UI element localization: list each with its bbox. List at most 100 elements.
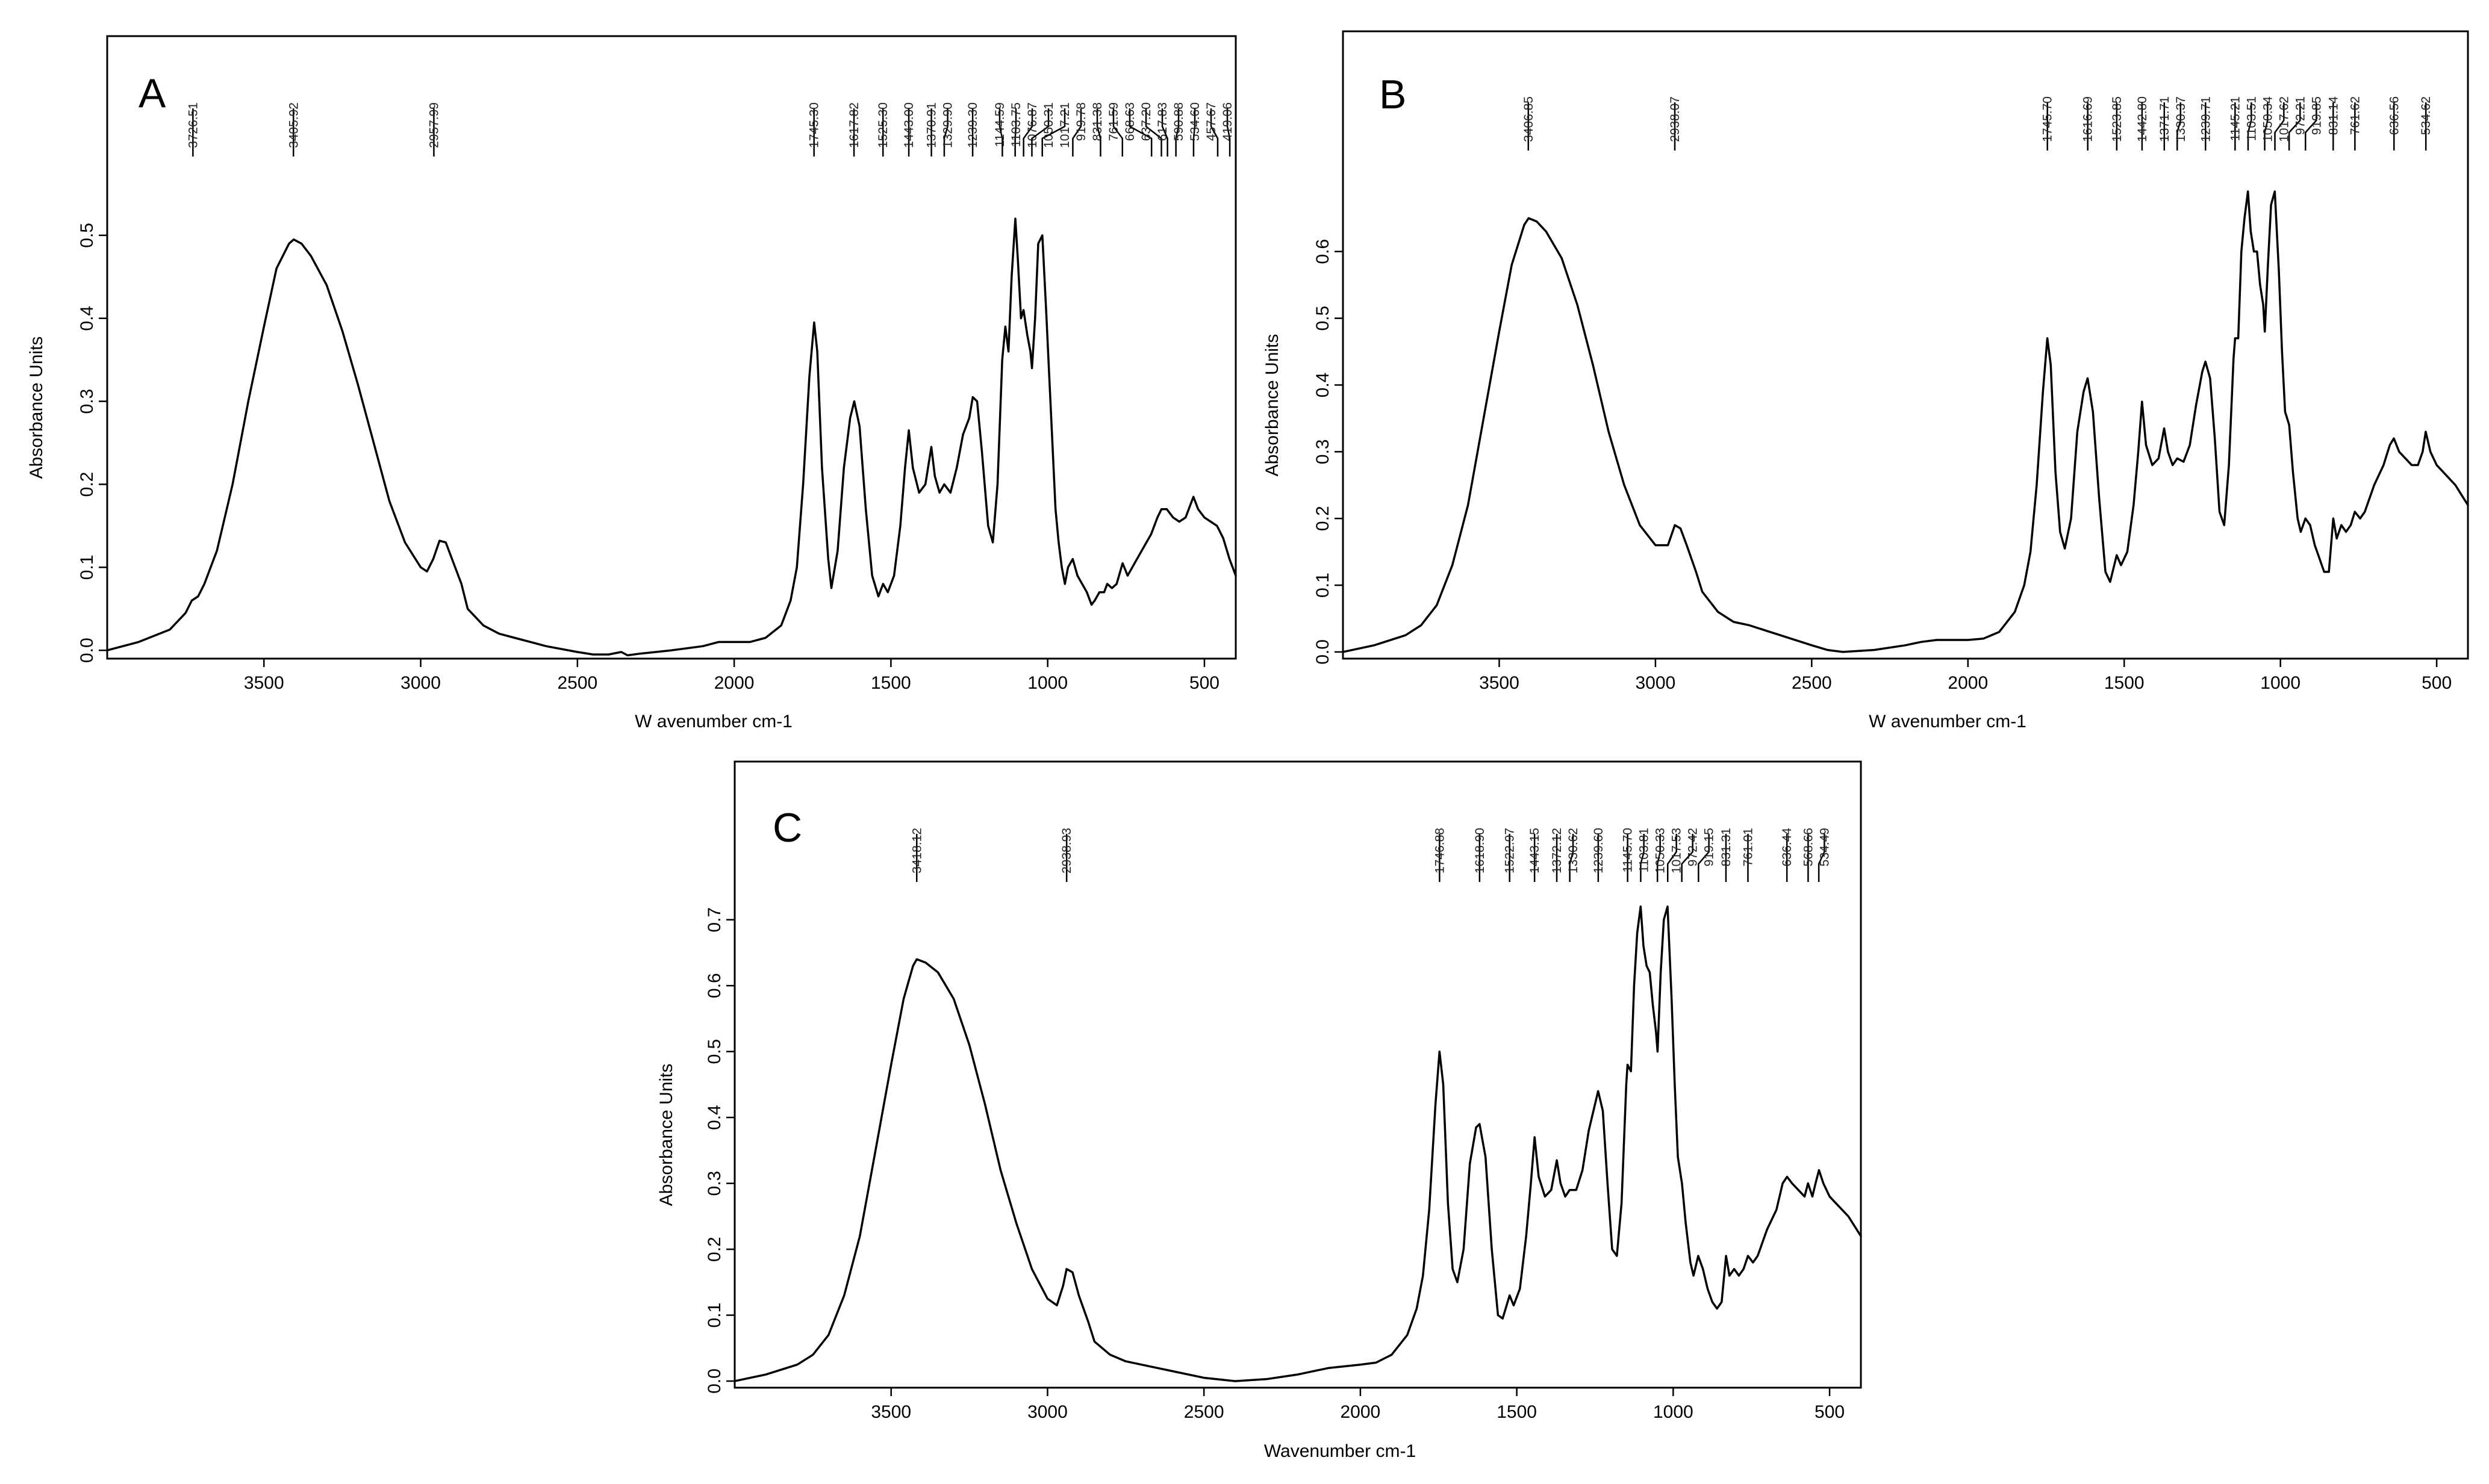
peak-tick bbox=[943, 108, 949, 157]
y-axis-label: Absorbance Units bbox=[1262, 334, 1282, 477]
peak-marker: 3726.51 bbox=[186, 102, 200, 157]
peak-marker: 831.14 bbox=[2326, 96, 2340, 151]
peak-label: 1239.60 bbox=[1592, 828, 1606, 874]
peak-label: 1050.33 bbox=[1654, 828, 1668, 874]
y-tick-label: 0.6 bbox=[705, 973, 724, 998]
peak-marker: 668.63 bbox=[1123, 102, 1153, 157]
peak-label: 919.78 bbox=[1074, 102, 1088, 141]
x-tick-label: 3000 bbox=[400, 673, 441, 693]
peak-marker: 919.78 bbox=[1072, 102, 1088, 157]
x-tick-label: 3000 bbox=[1027, 1402, 1068, 1422]
panel-label: C bbox=[773, 805, 802, 851]
peak-tick bbox=[1818, 834, 1825, 882]
peak-marker: 1442.80 bbox=[2135, 96, 2149, 151]
peak-label: 534.49 bbox=[1818, 828, 1831, 866]
peak-label: 761.62 bbox=[2348, 96, 2362, 135]
peak-marker: 1239.60 bbox=[1592, 828, 1606, 882]
peak-tick bbox=[1175, 108, 1180, 157]
peak-marker: 1522.97 bbox=[1503, 828, 1517, 882]
peak-tick bbox=[1041, 108, 1066, 157]
peak-label: 1745.30 bbox=[808, 102, 821, 148]
y-tick-label: 0.1 bbox=[705, 1303, 724, 1328]
peak-label: 590.88 bbox=[1172, 102, 1186, 141]
peak-marker: 1017.62 bbox=[2274, 96, 2291, 151]
peak-marker: 972.42 bbox=[1681, 828, 1700, 882]
peak-marker: 534.62 bbox=[2419, 96, 2433, 151]
plot-frame bbox=[1342, 30, 2469, 660]
peak-marker: 1330.37 bbox=[2174, 96, 2188, 151]
y-tick-label: 0.1 bbox=[77, 554, 97, 580]
peak-marker: 3418.12 bbox=[910, 828, 924, 882]
panel-a: A 3500 3000 2500 2000 1500 1000 500 0.0 0.1 0.2 0.3… bbox=[26, 35, 1237, 731]
peak-label: 419.06 bbox=[1221, 102, 1235, 141]
peak-tick bbox=[2274, 102, 2285, 151]
peak-marker: 1017.53 bbox=[1666, 828, 1684, 882]
y-tick-label: 0.2 bbox=[77, 472, 97, 497]
spectrum-line bbox=[1342, 190, 2469, 653]
x-tick-label: 2000 bbox=[1948, 673, 1988, 693]
peak-tick bbox=[1640, 834, 1645, 882]
peak-label: 534.60 bbox=[1188, 102, 1202, 141]
peak-label: 568.66 bbox=[1801, 828, 1815, 866]
peak-label: 1443.15 bbox=[1528, 828, 1542, 874]
peak-label: 2938.93 bbox=[1060, 828, 1074, 874]
peak-marker: 919.15 bbox=[1698, 828, 1716, 882]
peak-label: 2938.07 bbox=[1668, 96, 1682, 142]
x-tick-label: 500 bbox=[1189, 673, 1220, 693]
peak-marker: 1330.62 bbox=[1566, 828, 1580, 882]
peak-marker: 3406.85 bbox=[1522, 96, 1536, 151]
peak-marker: 919.85 bbox=[2305, 96, 2323, 151]
peak-tick bbox=[1210, 108, 1219, 157]
peak-marker: 761.59 bbox=[1107, 102, 1124, 157]
y-tick-label: 0.5 bbox=[77, 223, 97, 248]
peak-marker: 419.06 bbox=[1221, 102, 1235, 157]
peak-tick bbox=[1129, 108, 1153, 157]
peak-marker: 1443.15 bbox=[1528, 828, 1542, 882]
peak-marker: 1050.34 bbox=[2261, 96, 2275, 151]
peak-tick bbox=[2305, 102, 2317, 151]
peak-label: 919.15 bbox=[1702, 828, 1716, 866]
peak-label: 1017.53 bbox=[1670, 828, 1684, 874]
peak-label: 636.56 bbox=[2387, 96, 2401, 135]
y-axis-label: Absorbance Units bbox=[656, 1064, 676, 1206]
peak-marker: 761.62 bbox=[2348, 96, 2362, 151]
x-tick-label: 1500 bbox=[2104, 673, 2145, 693]
y-tick-label: 0.5 bbox=[1313, 306, 1333, 331]
peak-tick bbox=[1096, 108, 1101, 157]
peak-marker: 1617.82 bbox=[847, 102, 861, 157]
peak-label: 1050.34 bbox=[2261, 96, 2275, 142]
peak-tick bbox=[1226, 108, 1231, 157]
x-tick-label: 500 bbox=[2422, 673, 2452, 693]
peak-marker: 972.21 bbox=[2288, 96, 2307, 151]
peak-label: 1050.31 bbox=[1042, 102, 1056, 148]
peak-marker: 636.44 bbox=[1780, 828, 1794, 882]
peak-marker: 1103.51 bbox=[2244, 96, 2258, 151]
x-tick-label: 1000 bbox=[2260, 673, 2301, 693]
peak-label: 1145.70 bbox=[1621, 828, 1635, 872]
peak-label: 1330.37 bbox=[2174, 96, 2188, 142]
y-tick-label: 0.1 bbox=[1313, 573, 1333, 598]
peak-tick bbox=[1192, 108, 1196, 157]
y-tick-label: 0.4 bbox=[1313, 373, 1333, 398]
y-tick-label: 0.7 bbox=[705, 907, 724, 933]
x-tick-label: 3500 bbox=[871, 1402, 911, 1422]
peak-label: 457.67 bbox=[1204, 102, 1218, 141]
peak-marker: 1370.91 bbox=[925, 102, 939, 157]
peak-label: 761.59 bbox=[1107, 102, 1121, 141]
x-tick-label: 1500 bbox=[871, 673, 911, 693]
peak-marker: 1745.70 bbox=[2041, 96, 2055, 151]
peak-tick bbox=[2288, 102, 2301, 151]
peak-tick bbox=[1161, 108, 1168, 157]
peak-label: 831.31 bbox=[1719, 828, 1733, 866]
x-tick-label: 2500 bbox=[1184, 1402, 1224, 1422]
peak-marker: 457.67 bbox=[1204, 102, 1219, 157]
peak-marker: 1145.21 bbox=[2228, 96, 2242, 151]
x-tick-label: 1000 bbox=[1653, 1402, 1693, 1422]
peak-label: 3418.12 bbox=[910, 828, 924, 874]
peak-marker: 1746.88 bbox=[1433, 828, 1447, 882]
peak-label: 1442.80 bbox=[2135, 96, 2149, 142]
peak-label: 1103.75 bbox=[1009, 102, 1023, 147]
peak-label: 3405.92 bbox=[287, 102, 301, 148]
y-tick-label: 0.3 bbox=[1313, 439, 1333, 465]
peak-marker: 534.60 bbox=[1188, 102, 1202, 157]
